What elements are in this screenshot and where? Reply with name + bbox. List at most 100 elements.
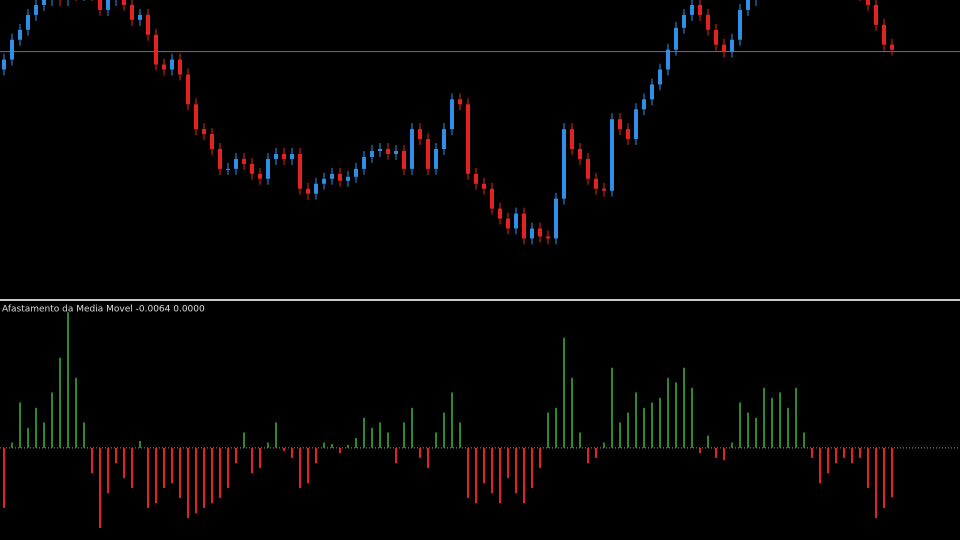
candle-body [2, 59, 6, 70]
histogram-bar [99, 447, 101, 528]
histogram-bar [243, 432, 245, 448]
candle-body [210, 134, 214, 149]
candle-body [506, 218, 510, 229]
histogram-bar [635, 392, 637, 448]
candle-body [10, 39, 14, 60]
histogram-bar [643, 407, 645, 448]
candle-body [442, 129, 446, 149]
histogram-bar [683, 367, 685, 448]
histogram-bar [3, 447, 5, 508]
histogram-bar [395, 447, 397, 464]
histogram-bar [51, 392, 53, 448]
histogram-bar [715, 447, 717, 458]
candle-body [658, 69, 662, 85]
candle-body [338, 173, 342, 181]
candle-body [234, 158, 238, 169]
candle-body [498, 208, 502, 219]
histogram-bar [331, 444, 333, 448]
candle-body [450, 99, 454, 130]
candle-body [146, 14, 150, 35]
oscillator-panel [0, 312, 960, 528]
candle-body [242, 158, 246, 164]
histogram-bar [419, 447, 421, 458]
candle-body [610, 119, 614, 191]
candle-body [738, 9, 742, 40]
candle-body [866, 0, 870, 5]
histogram-bar [723, 447, 725, 461]
histogram-bar [611, 367, 613, 448]
candle-body [202, 129, 206, 135]
candle-body [546, 236, 550, 239]
candle-body [578, 149, 582, 159]
histogram-bar [779, 392, 781, 448]
candle-body [530, 228, 534, 239]
price-panel [0, 0, 960, 245]
histogram-bar [659, 397, 661, 448]
histogram-bar [147, 447, 149, 508]
histogram-bar [187, 447, 189, 518]
histogram-bar [491, 447, 493, 494]
candle-body [402, 150, 406, 169]
histogram-bar [131, 447, 133, 488]
histogram-bar [291, 447, 293, 458]
histogram-bar [483, 447, 485, 484]
histogram-bar [827, 447, 829, 474]
candle-body [330, 173, 334, 179]
histogram-bar [651, 402, 653, 448]
candle-body [570, 129, 574, 149]
candle-body [26, 14, 30, 30]
candle-body [186, 74, 190, 105]
histogram-bar [691, 387, 693, 448]
histogram-bar [811, 447, 813, 458]
candle-body [362, 156, 366, 169]
histogram-bar [75, 377, 77, 448]
histogram-bar [411, 407, 413, 448]
candle-body [154, 34, 158, 65]
indicator-title: Afastamento da Media Movel -0.0064 0.000… [2, 305, 205, 315]
candle-body [562, 129, 566, 199]
candle-body [34, 4, 38, 15]
candle-body [258, 173, 262, 179]
histogram-bar [11, 442, 13, 448]
histogram-bar [19, 402, 21, 448]
histogram-bar [595, 447, 597, 458]
candle-body [354, 168, 358, 177]
histogram-bar [371, 427, 373, 448]
candle-body [138, 14, 142, 20]
histogram-bar [227, 447, 229, 488]
candle-body [282, 153, 286, 159]
histogram-bar [523, 447, 525, 504]
histogram-bar [787, 407, 789, 448]
candle-body [882, 24, 886, 45]
histogram-bar [675, 382, 677, 448]
histogram-bar [403, 422, 405, 448]
candle-body [266, 158, 270, 179]
histogram-bar [83, 422, 85, 448]
candle-body [522, 213, 526, 239]
histogram-bar [251, 447, 253, 474]
histogram-bar [451, 392, 453, 448]
histogram-bar [803, 432, 805, 448]
histogram-bar [179, 447, 181, 498]
candle-body [890, 44, 894, 50]
candle-body [106, 0, 110, 10]
histogram-bar [763, 387, 765, 448]
candle-body [426, 139, 430, 169]
histogram-bar [379, 422, 381, 448]
histogram-bar [747, 412, 749, 448]
candle-body [666, 49, 670, 70]
histogram-bar [571, 377, 573, 448]
histogram-bar [843, 447, 845, 458]
histogram-bar [275, 422, 277, 448]
histogram-bar [355, 437, 357, 448]
candle-body [130, 4, 134, 20]
histogram-bar [707, 435, 709, 448]
histogram-bar [555, 407, 557, 448]
histogram-bar [587, 447, 589, 464]
candle-body [194, 104, 198, 130]
candle-body [98, 0, 102, 10]
histogram-bar [835, 447, 837, 464]
candle-body [290, 153, 294, 159]
histogram-bar [819, 447, 821, 484]
